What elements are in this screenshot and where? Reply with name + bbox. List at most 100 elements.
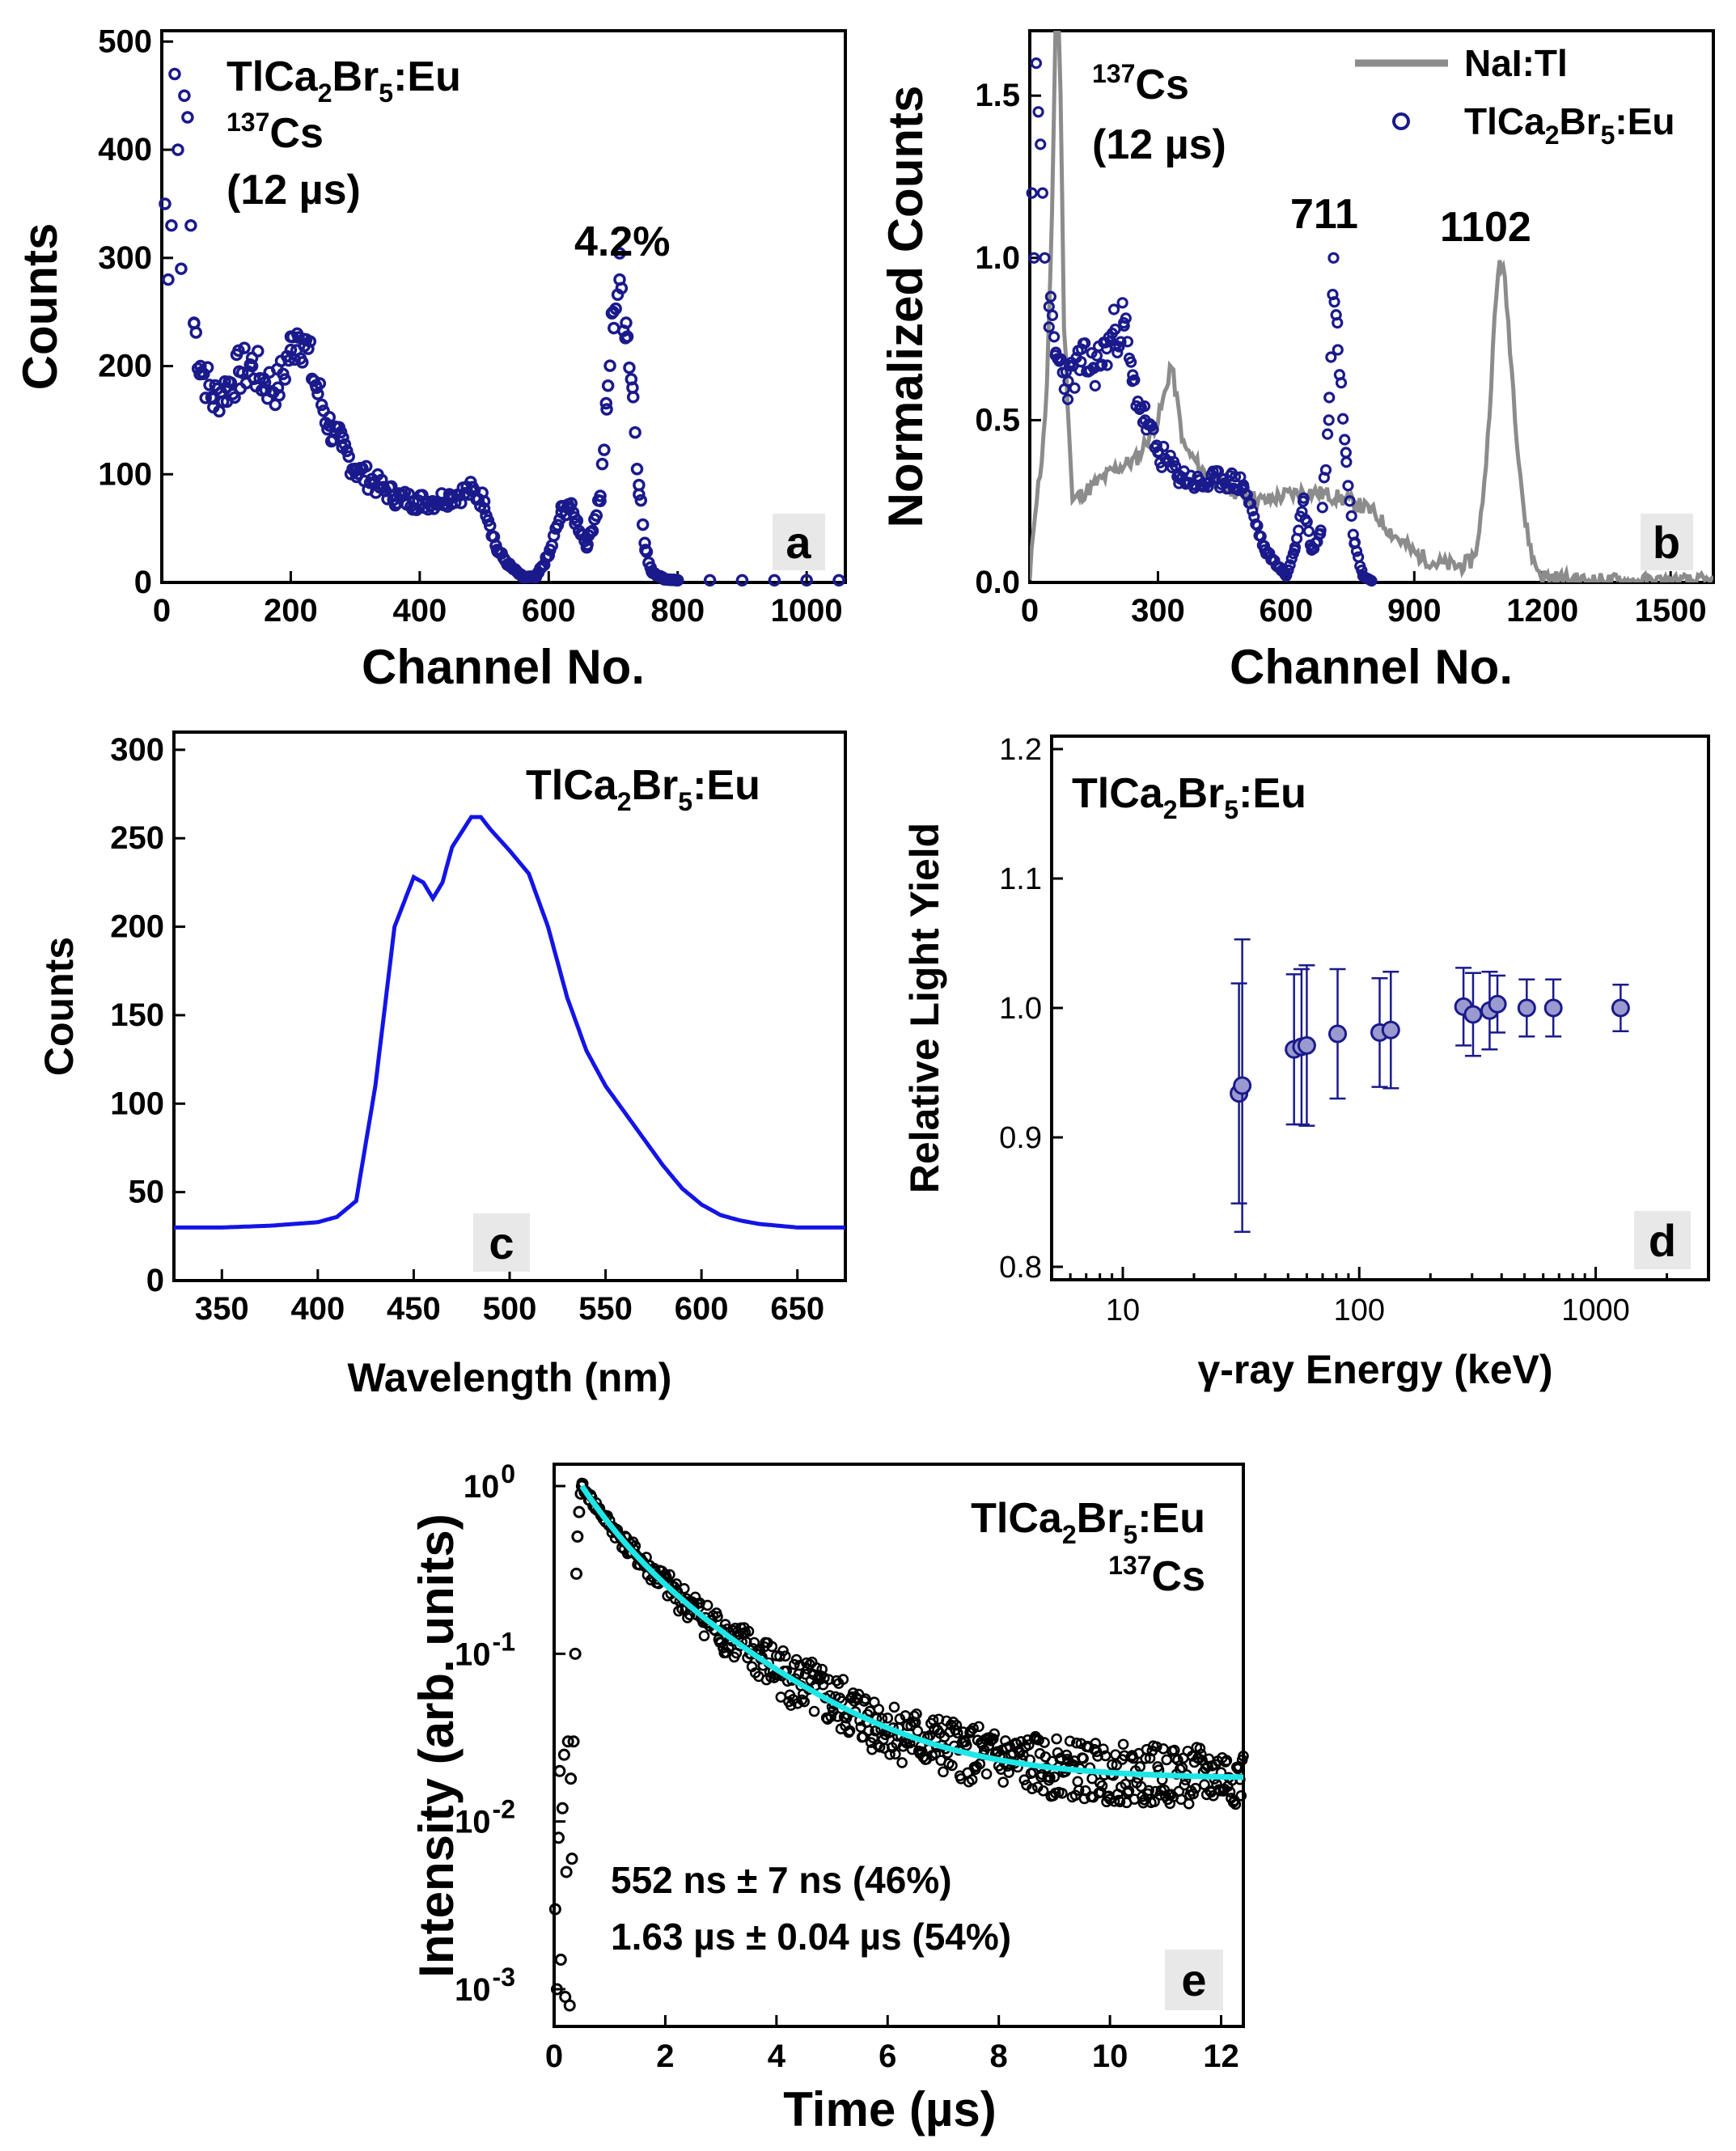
panel-c-ytick-label: 200 [110,909,164,945]
panel-b-point [1032,106,1044,118]
panel-a-point [476,486,489,499]
panel-c-xtick-label: 500 [483,1291,537,1327]
panel-b-xtick-label: 300 [1131,593,1185,629]
panel-b-point [1244,498,1257,510]
panel-a-point [608,321,620,335]
panel-a-point [599,396,612,410]
panel-e-point [961,1739,972,1751]
panel-b-frame [1028,29,1715,584]
panel-d-ytick-label: 0.9 [999,1121,1042,1155]
panel-a-point [609,302,622,315]
panel-a-point [613,247,626,260]
panel-a-point [199,392,212,404]
panel-e-point [1175,1793,1187,1806]
panel-e-point [743,1625,755,1637]
panel-b-point [1158,440,1170,453]
panel-b-ytick-label: 1.0 [975,240,1020,276]
panel-e-point [837,1674,849,1685]
panel-e-point [1078,1752,1089,1764]
panel-c-ylabel: Counts [36,937,82,1076]
panel-e-point [1149,1796,1160,1808]
panel-a-point [228,391,241,404]
panel-b-point [1335,377,1348,389]
panel-e-point [1051,1733,1062,1745]
panel-e-point [1048,1771,1061,1783]
panel-d-xtick-label: 1000 [1561,1294,1630,1327]
panel-e-point [712,1611,723,1623]
panel-b-point [1043,321,1055,333]
panel-c-ytick-label: 50 [129,1175,165,1210]
panel-e-point [1037,1785,1049,1797]
panel-e-point [974,1758,986,1770]
panel-b-point [1229,471,1242,483]
panel-e-xtick-label: 10 [1092,2039,1128,2074]
panel-c-letter-box [473,1213,530,1272]
panel-a-point [315,398,328,412]
panel-a-point [615,282,629,294]
panel-e-point [857,1731,869,1742]
panel-a-point [171,143,184,156]
panel-e-point [1044,1772,1056,1784]
panel-d-point [1611,998,1630,1018]
panel-e-point [1039,1737,1050,1748]
panel-d-compound-label: TlCa2Br5:Eu [1072,770,1306,824]
panel-a-point [625,373,638,386]
panel-b-point [1316,502,1328,514]
panel-e-ylabel: Intensity (arb. units) [409,1514,464,1977]
panel-a-point [598,443,611,456]
panel-e-point [1190,1782,1201,1794]
panel-a: 0 200 400 600 800 1000 0 100 200 300 400 500 Count… [13,23,847,694]
panel-e-xtick-label: 8 [990,2039,1008,2074]
panel-b-point [1107,303,1120,315]
panel-a-ylabel: Counts [13,223,67,391]
panel-e-point [1151,1741,1162,1753]
panel-e-point [785,1700,797,1711]
panel-a-point [375,473,388,487]
panel-b-ytick-label: 1.5 [975,78,1020,113]
panel-c-compound-label: TlCa2Br5:Eu [526,762,760,816]
panel-a-point [594,494,607,508]
panel-b-point [1328,296,1340,308]
panel-a-point [181,111,194,124]
panel-d-ytick-label: 1.0 [999,992,1042,1026]
panel-a-xtick-label: 800 [650,593,705,629]
panel-a-point [435,487,448,500]
panel-e-point [1238,1751,1249,1762]
panel-e-point [1033,1734,1044,1746]
panel-b-point [1138,400,1151,413]
panel-d-xtick-label: 100 [1334,1294,1385,1327]
panel-b-point [1121,336,1134,348]
panel-a-frame [160,29,847,584]
panel-b-point [1339,434,1351,446]
panel-a-point [224,376,238,389]
panel-e-point [859,1693,871,1704]
panel-e-point [557,1748,570,1761]
panel-a-point [313,377,327,390]
panel-a-compound-label: TlCa2Br5:Eu [227,53,461,108]
panel-e-point [912,1725,924,1737]
panel-e-point [1123,1785,1135,1797]
panel-b-point [1058,383,1070,396]
panel-b-xtick-label: 600 [1260,593,1314,629]
panel-d-point [1488,994,1507,1014]
panel-a-ytick-label: 200 [98,349,152,384]
panel-a-ytick-label: 400 [98,132,152,167]
panel-a-resolution-label: 4.2% [574,218,671,265]
panel-b-point [1030,57,1043,70]
panel-b-point [1061,393,1074,405]
panel-b-point [1101,359,1113,371]
panel-b-point [1046,309,1059,321]
panel-c-ytick-label: 150 [110,997,164,1033]
panel-a-point [184,218,197,232]
panel-e-point [1092,1751,1103,1762]
panel-e-point [980,1768,993,1780]
panel-a-point [735,574,749,587]
panel-a-point [629,426,641,439]
panel-a-point [341,444,354,458]
panel-a-point [302,342,315,355]
panel-d-ylabel: Relative Light Yield [902,823,947,1193]
panel-e-point [561,1735,574,1748]
panel-e-point [554,1953,567,1966]
panel-b-point [1247,505,1259,517]
panel-a-point [381,493,394,506]
